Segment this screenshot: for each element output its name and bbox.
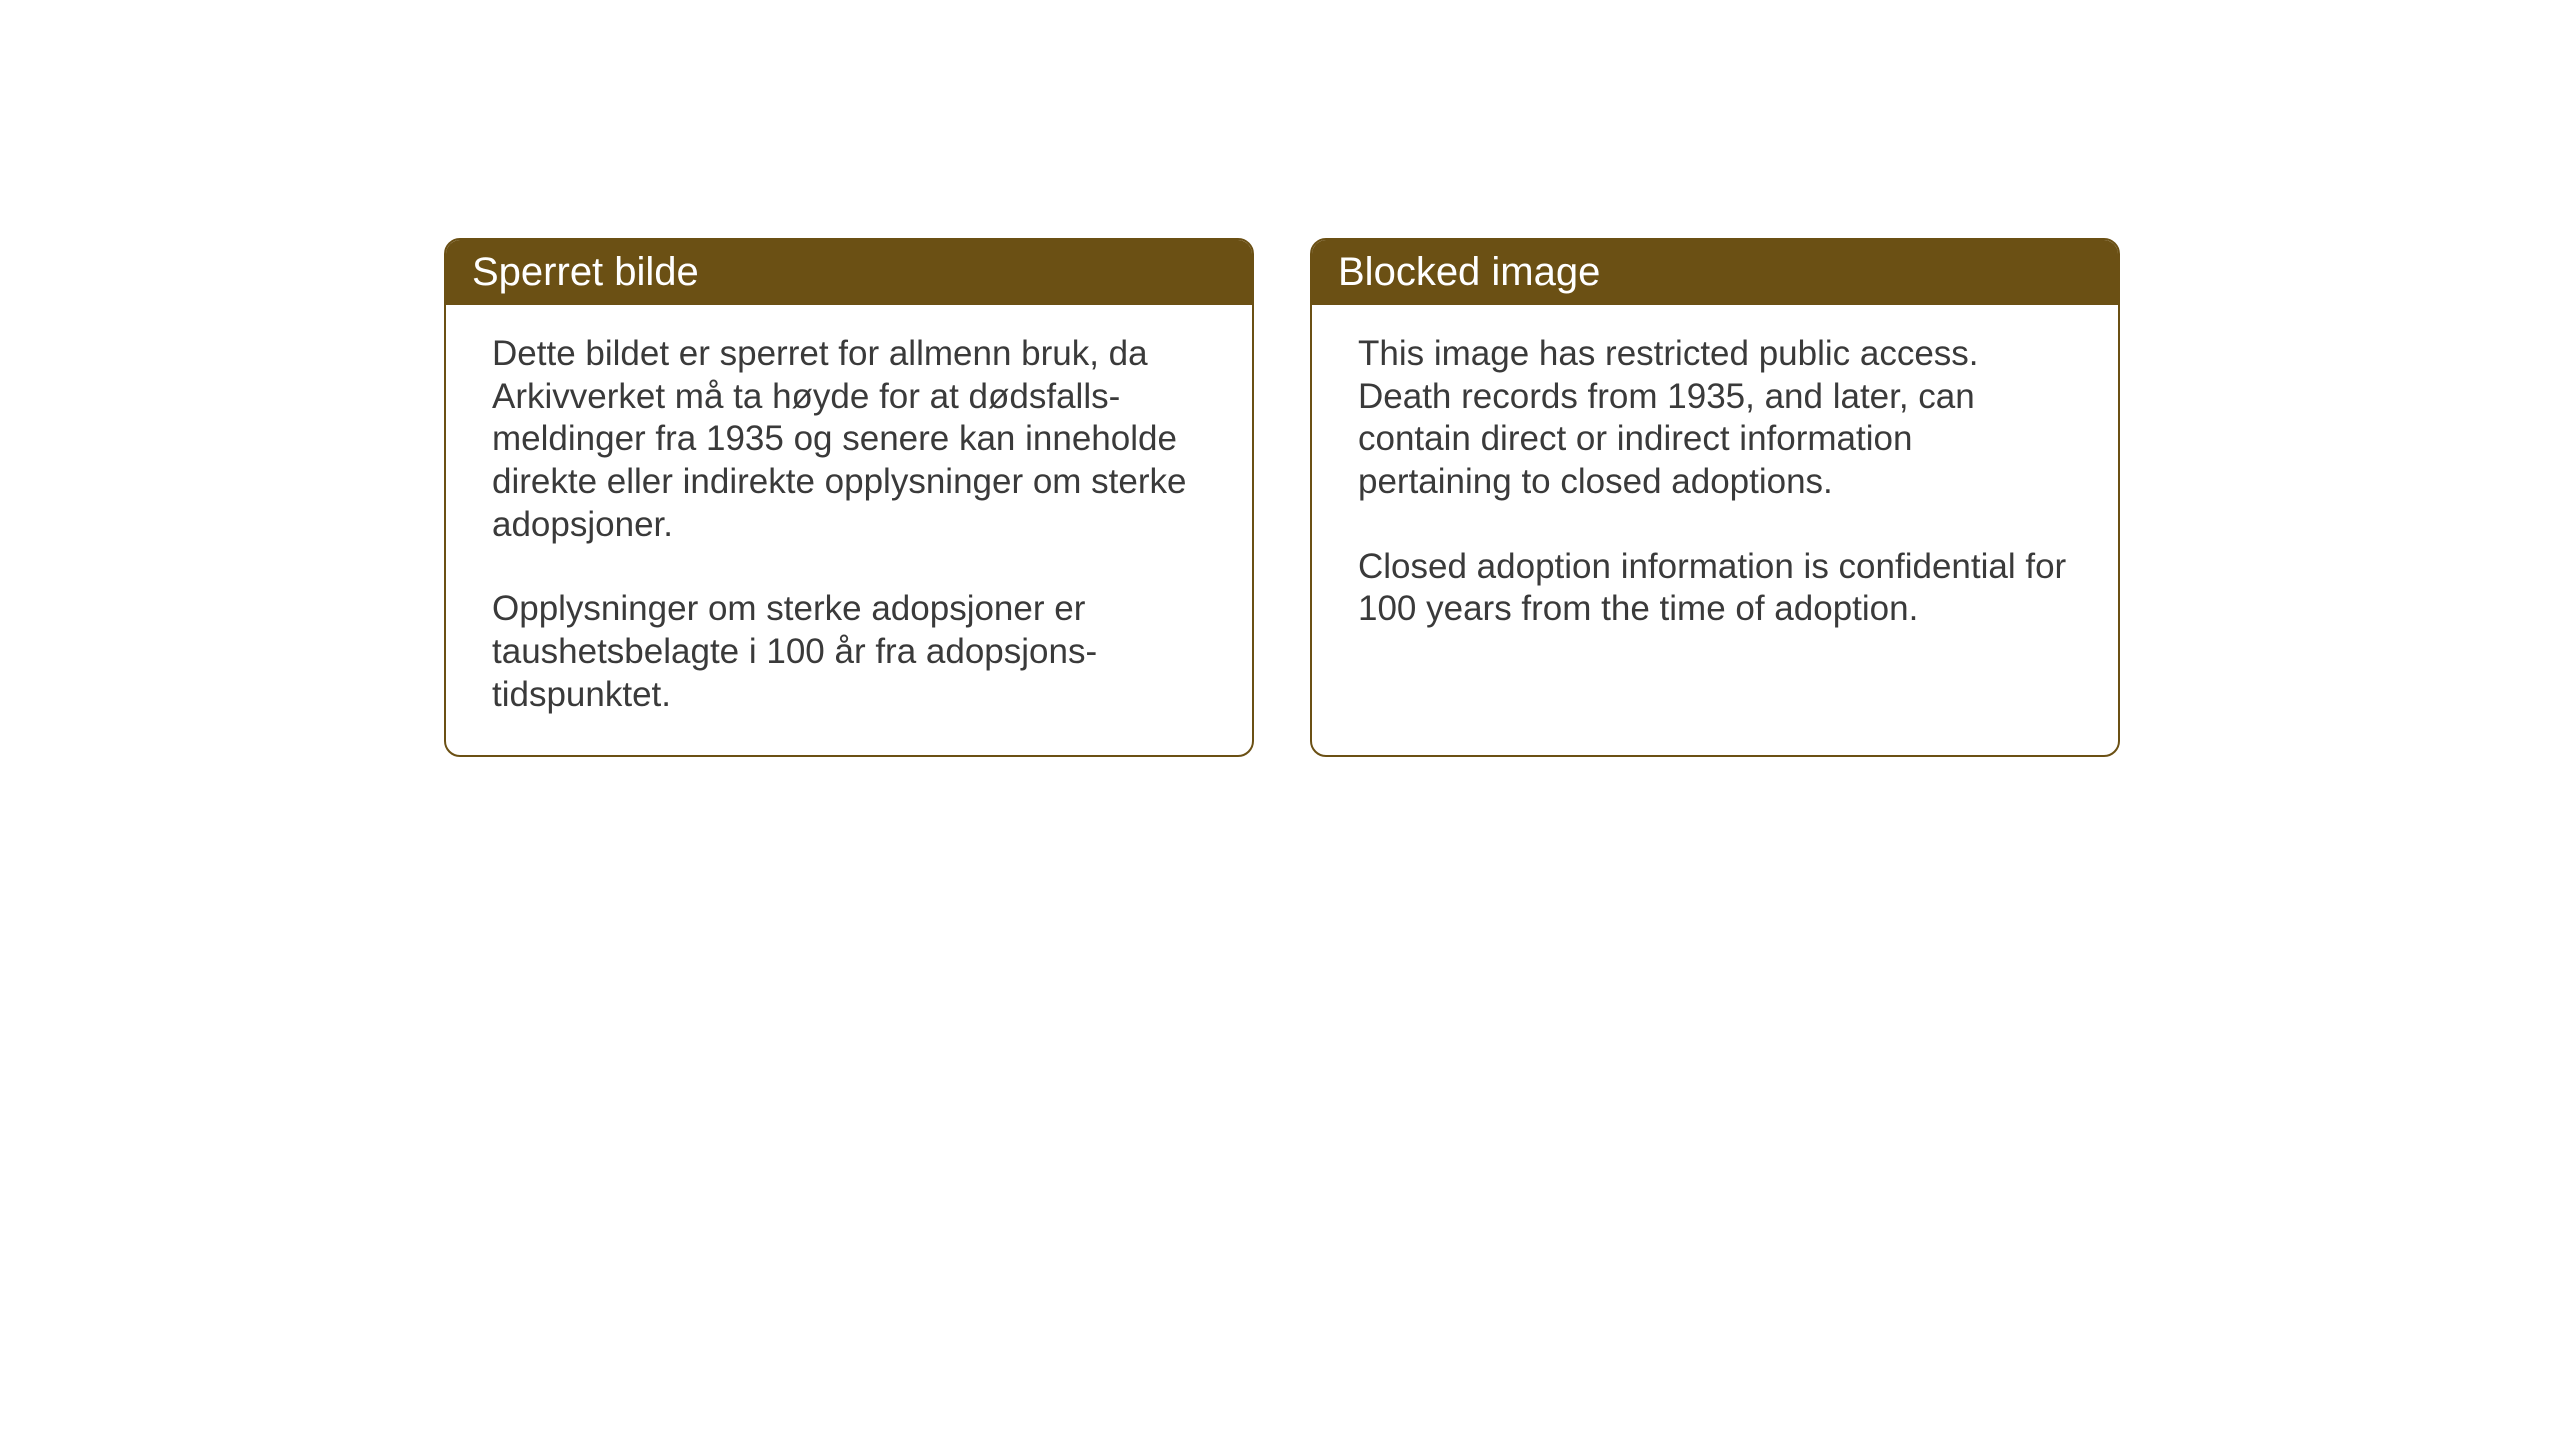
norwegian-paragraph-1: Dette bildet er sperret for allmenn bruk… (492, 333, 1206, 546)
english-paragraph-2: Closed adoption information is confident… (1358, 546, 2072, 631)
norwegian-card-header: Sperret bilde (446, 240, 1252, 305)
norwegian-paragraph-2: Opplysninger om sterke adopsjoner er tau… (492, 588, 1206, 716)
norwegian-card-title: Sperret bilde (472, 250, 699, 294)
norwegian-card-body: Dette bildet er sperret for allmenn bruk… (446, 305, 1252, 755)
english-card-body: This image has restricted public access.… (1312, 305, 2118, 669)
english-paragraph-1: This image has restricted public access.… (1358, 333, 2072, 504)
english-card-title: Blocked image (1338, 250, 1600, 294)
norwegian-card: Sperret bilde Dette bildet er sperret fo… (444, 238, 1254, 757)
english-card-header: Blocked image (1312, 240, 2118, 305)
cards-container: Sperret bilde Dette bildet er sperret fo… (444, 238, 2120, 757)
english-card: Blocked image This image has restricted … (1310, 238, 2120, 757)
